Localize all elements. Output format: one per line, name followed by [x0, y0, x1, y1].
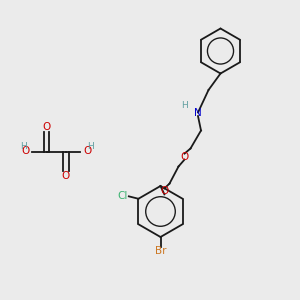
Text: Cl: Cl — [118, 191, 128, 201]
Text: N: N — [194, 107, 202, 118]
Text: Br: Br — [155, 246, 166, 256]
Text: H: H — [20, 142, 27, 151]
Text: O: O — [21, 146, 29, 157]
Text: H: H — [88, 142, 94, 151]
Text: O: O — [83, 146, 91, 157]
Text: O: O — [62, 171, 70, 182]
Text: O: O — [160, 186, 169, 197]
Text: O: O — [42, 122, 51, 132]
Text: O: O — [180, 152, 189, 162]
Text: H: H — [181, 101, 188, 110]
